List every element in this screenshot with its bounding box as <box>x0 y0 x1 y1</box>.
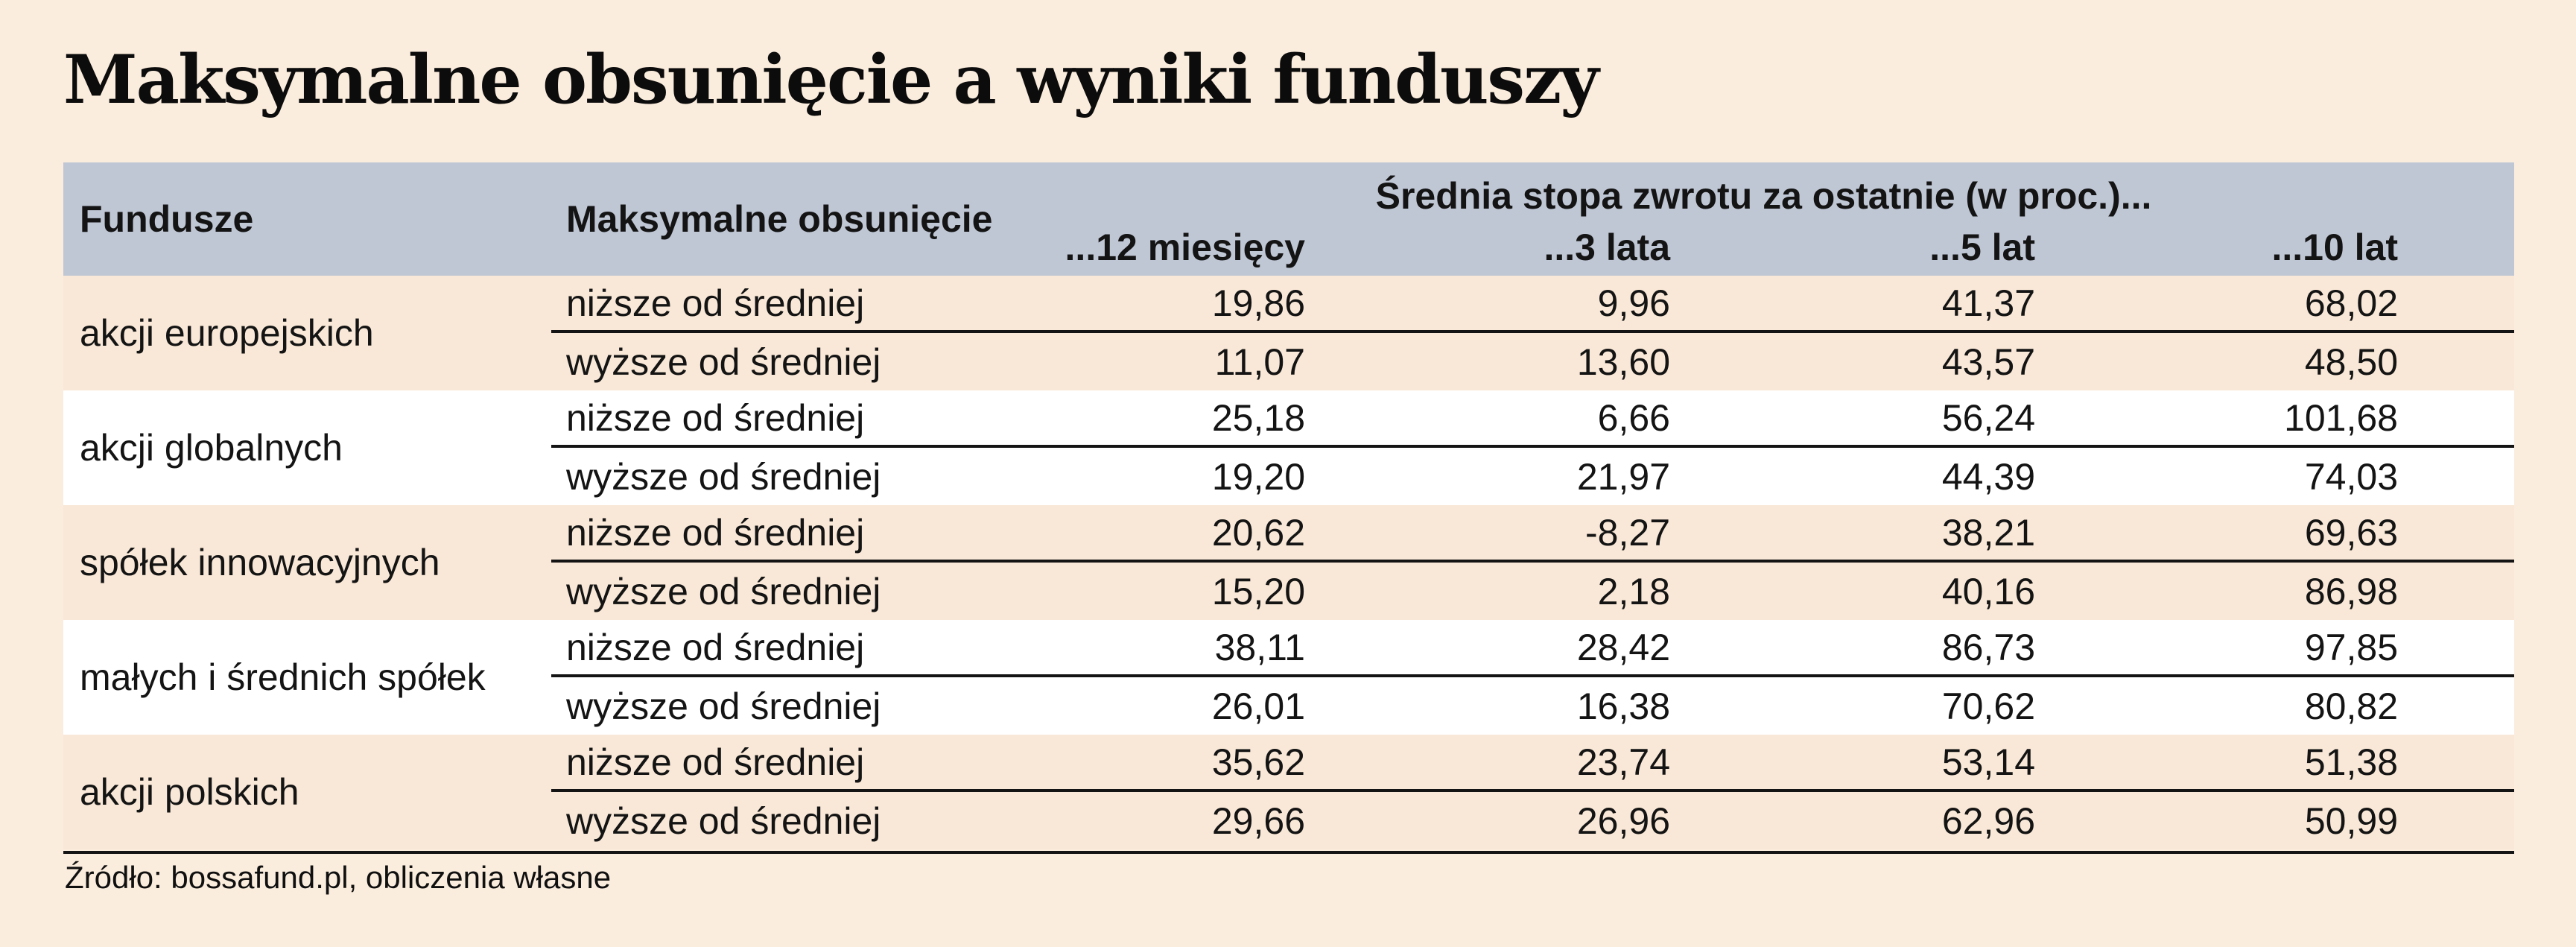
value-cell: 62,96 <box>1786 792 2151 849</box>
value-cell: 26,96 <box>1421 792 1786 849</box>
value-cell: 41,37 <box>1786 276 2151 333</box>
value-cell: 11,07 <box>1013 333 1421 390</box>
value-cell: -8,27 <box>1421 505 1786 563</box>
value-cell: 97,85 <box>2151 620 2514 677</box>
fund-name-cell: akcji globalnych <box>63 390 551 505</box>
value-cell: 38,21 <box>1786 505 2151 563</box>
drawdown-level-cell: niższe od średniej <box>551 505 1013 563</box>
value-cell: 35,62 <box>1013 735 1421 792</box>
drawdown-level-cell: niższe od średniej <box>551 390 1013 448</box>
value-cell: 15,20 <box>1013 563 1421 620</box>
value-cell: 19,86 <box>1013 276 1421 333</box>
value-cell: 68,02 <box>2151 276 2514 333</box>
page-title: Maksymalne obsunięcie a wyniki funduszy <box>63 40 1599 119</box>
value-cell: 20,62 <box>1013 505 1421 563</box>
value-cell: 6,66 <box>1421 390 1786 448</box>
column-header-drawdown: Maksymalne obsunięcie <box>566 198 993 240</box>
column-header-period-10y: ...10 lat <box>2271 227 2398 268</box>
table-header: Fundusze Maksymalne obsunięcie Średnia s… <box>63 162 2514 276</box>
table-bottom-rule <box>63 851 2514 854</box>
value-cell: 9,96 <box>1421 276 1786 333</box>
value-cell: 29,66 <box>1013 792 1421 849</box>
fund-name-cell: małych i średnich spółek <box>63 620 551 735</box>
drawdown-level-cell: niższe od średniej <box>551 276 1013 333</box>
drawdown-level-cell: wyższe od średniej <box>551 792 1013 849</box>
drawdown-level-cell: wyższe od średniej <box>551 563 1013 620</box>
value-cell: 23,74 <box>1421 735 1786 792</box>
value-cell: 53,14 <box>1786 735 2151 792</box>
value-cell: 19,20 <box>1013 448 1421 505</box>
value-cell: 13,60 <box>1421 333 1786 390</box>
value-cell: 86,98 <box>2151 563 2514 620</box>
value-cell: 48,50 <box>2151 333 2514 390</box>
value-cell: 74,03 <box>2151 448 2514 505</box>
fund-name-cell: akcji europejskich <box>63 276 551 390</box>
drawdown-level-cell: wyższe od średniej <box>551 677 1013 735</box>
value-cell: 43,57 <box>1786 333 2151 390</box>
table-body: akcji europejskich niższe od średniej 19,8… <box>63 276 2514 849</box>
value-cell: 56,24 <box>1786 390 2151 448</box>
source-note: Źródło: bossafund.pl, obliczenia własne <box>65 860 612 895</box>
value-cell: 25,18 <box>1013 390 1421 448</box>
column-header-funds: Fundusze <box>80 198 254 240</box>
drawdown-level-cell: niższe od średniej <box>551 735 1013 792</box>
column-header-period-12m: ...12 miesięcy <box>1065 227 1305 268</box>
value-cell: 16,38 <box>1421 677 1786 735</box>
value-cell: 70,62 <box>1786 677 2151 735</box>
value-cell: 21,97 <box>1421 448 1786 505</box>
column-header-period-5y: ...5 lat <box>1929 227 2035 268</box>
value-cell: 51,38 <box>2151 735 2514 792</box>
drawdown-level-cell: wyższe od średniej <box>551 448 1013 505</box>
column-header-period-3y: ...3 lata <box>1544 227 1670 268</box>
value-cell: 44,39 <box>1786 448 2151 505</box>
value-cell: 101,68 <box>2151 390 2514 448</box>
drawdown-level-cell: wyższe od średniej <box>551 333 1013 390</box>
value-cell: 28,42 <box>1421 620 1786 677</box>
value-cell: 69,63 <box>2151 505 2514 563</box>
value-cell: 80,82 <box>2151 677 2514 735</box>
value-cell: 2,18 <box>1421 563 1786 620</box>
fund-name-cell: spółek innowacyjnych <box>63 505 551 620</box>
column-header-returns-group: Średnia stopa zwrotu za ostatnie (w proc… <box>1375 175 2152 217</box>
value-cell: 38,11 <box>1013 620 1421 677</box>
value-cell: 26,01 <box>1013 677 1421 735</box>
drawdown-level-cell: niższe od średniej <box>551 620 1013 677</box>
value-cell: 86,73 <box>1786 620 2151 677</box>
fund-name-cell: akcji polskich <box>63 735 551 849</box>
value-cell: 50,99 <box>2151 792 2514 849</box>
value-cell: 40,16 <box>1786 563 2151 620</box>
